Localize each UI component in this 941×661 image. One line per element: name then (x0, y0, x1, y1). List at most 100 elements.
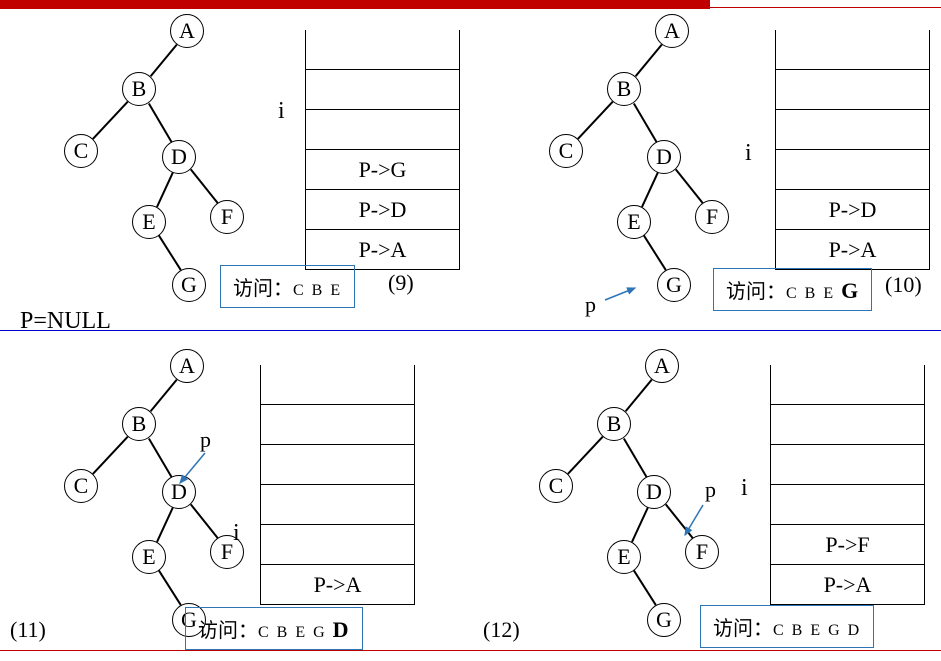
stack-index-label: i (745, 140, 752, 167)
tree-edge (633, 103, 657, 142)
tree-node-G: G (647, 603, 681, 637)
stack-cell (770, 405, 925, 445)
visit-seq: C B E G D (773, 622, 861, 639)
tree-node-B: B (122, 407, 156, 441)
p-null-text: P=NULL (20, 308, 111, 335)
tree-node-F: F (695, 200, 729, 234)
visit-prefix: 访问： (198, 620, 258, 642)
visit-bold: G (841, 278, 859, 303)
tree-node-E: E (132, 540, 166, 574)
tree-node-C: C (64, 469, 98, 503)
stack-index-label: i (741, 475, 748, 502)
panel-10: ABCDEFGP->DP->Ai访问：C B E G(10)p (485, 10, 941, 320)
stack-index-label: i (278, 98, 285, 125)
tree-edge (633, 571, 656, 606)
tree-edge (190, 169, 218, 203)
stack: P->A (260, 365, 415, 605)
stack-cell (305, 110, 460, 150)
stack: P->DP->A (775, 30, 930, 270)
tree-edge (93, 436, 129, 474)
tree-edge (158, 571, 181, 606)
visit-sequence-box: 访问：C B E G D (700, 605, 874, 648)
panel-9: ABC DE FG P->GP->DP->A i 访问：C B E (9) (0, 10, 460, 320)
stack-cell (305, 30, 460, 70)
stack-cell: P->A (775, 230, 930, 270)
stack-cell (260, 405, 415, 445)
visit-prefix: 访问： (713, 618, 773, 640)
tree-edge (150, 44, 177, 77)
step-number: (9) (388, 270, 414, 296)
stack-cell (260, 445, 415, 485)
tree-node-D: D (637, 475, 671, 509)
tree-node-A: A (170, 14, 204, 48)
thin-red-top (0, 7, 941, 8)
visit-prefix: 访问： (726, 281, 786, 303)
tree-edge (631, 507, 648, 542)
stack: P->GP->DP->A (305, 30, 460, 270)
stack-cell (260, 485, 415, 525)
tree-node-A: A (645, 349, 679, 383)
tree-node-A: A (655, 14, 689, 48)
panel-11: ABCDEFGP->Ai访问：C B E G D(11)p (0, 345, 460, 655)
stack-cell: P->A (260, 565, 415, 605)
tree-node-C: C (539, 469, 573, 503)
tree-edge (190, 504, 218, 538)
visit-seq: C B E (293, 282, 342, 299)
tree-edge (148, 438, 172, 477)
tree-edge (93, 101, 129, 139)
step-number: (10) (885, 272, 922, 298)
tree-node-G: G (657, 268, 691, 302)
stack-cell (770, 445, 925, 485)
visit-seq: C B E G (258, 624, 333, 641)
panel-12: ABCDEFGP->FP->Ai访问：C B E G D(12)p (475, 345, 935, 655)
pointer-arrow (170, 443, 215, 493)
stack-cell: P->F (770, 525, 925, 565)
stack-cell: P->D (305, 190, 460, 230)
stack-cell: P->A (305, 230, 460, 270)
tree-node-D: D (162, 140, 196, 174)
tree-node-A: A (170, 349, 204, 383)
visit-bold: D (333, 617, 350, 642)
stack-cell (770, 365, 925, 405)
stack-cell: P->D (775, 190, 930, 230)
tree-edge (623, 438, 647, 477)
tree-edge (643, 236, 666, 271)
tree-edge (625, 379, 652, 412)
tree-edge (568, 436, 604, 474)
stack-cell (775, 30, 930, 70)
stack-cell (775, 110, 930, 150)
stack-cell (775, 70, 930, 110)
tree-edge (675, 169, 703, 203)
visit-sequence-box: 访问：C B E (220, 265, 355, 308)
visit-sequence-box: 访问：C B E G (713, 268, 872, 311)
visit-sequence-box: 访问：C B E G D (185, 607, 363, 650)
tree-edge (635, 44, 662, 77)
step-number: (12) (483, 617, 520, 643)
tree-node-B: B (597, 407, 631, 441)
stack-cell: P->A (770, 565, 925, 605)
tree-edge (158, 236, 181, 271)
tree-node-C: C (64, 134, 98, 168)
tree-edge (148, 103, 172, 142)
blue-divider (0, 330, 941, 331)
tree-node-B: B (607, 72, 641, 106)
binary-tree: ABC DE FG (505, 10, 745, 320)
tree-node-E: E (607, 540, 641, 574)
stack: P->FP->A (770, 365, 925, 605)
tree-node-D: D (647, 140, 681, 174)
tree-node-C: C (549, 134, 583, 168)
tree-node-E: E (617, 205, 651, 239)
stack-cell (770, 485, 925, 525)
tree-edge (641, 172, 658, 207)
stack-index-label: i (233, 520, 240, 547)
pointer-arrow (595, 278, 645, 310)
tree-node-F: F (210, 200, 244, 234)
tree-node-G: G (172, 268, 206, 302)
step-number: (11) (10, 617, 46, 643)
tree-node-E: E (132, 205, 166, 239)
stack-cell (260, 365, 415, 405)
tree-node-B: B (122, 72, 156, 106)
stack-cell: P->G (305, 150, 460, 190)
tree-edge (150, 379, 177, 412)
tree-edge (156, 172, 173, 207)
